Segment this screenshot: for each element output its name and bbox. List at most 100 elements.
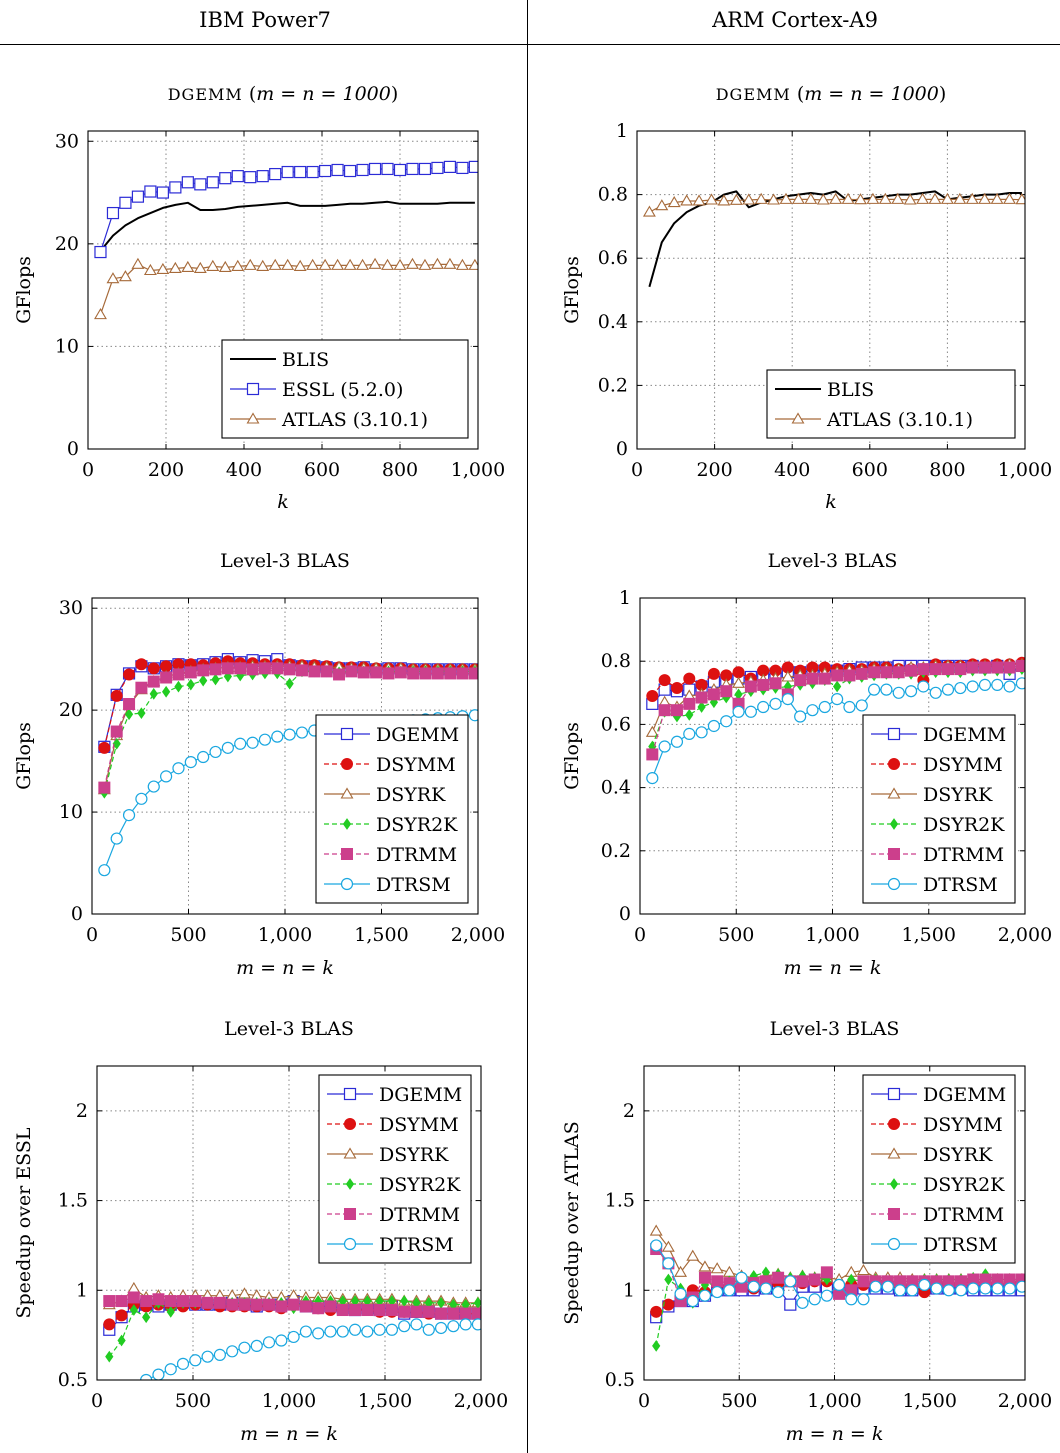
y-tick-label: 0.2 [598,374,628,396]
legend-swatch-marker [344,1118,356,1130]
data-point [422,1323,435,1336]
chart-panel-5: 0 500 1,000 1,500 2,000 0.5 1 1.5 2 DGEMM DSYMM DSY… [13,1018,508,1445]
x-tick-label: 500 [175,1390,211,1412]
data-point [201,1296,214,1309]
data-point [112,737,121,750]
data-point [916,192,930,204]
data-point [368,257,382,269]
legend-swatch-marker [340,787,354,799]
series-dtrsm [650,1239,1025,1309]
data-point [686,1294,699,1308]
data-point [122,809,136,822]
data-point [917,663,930,676]
data-point [319,164,332,178]
data-point [991,1282,1004,1295]
data-point [991,678,1004,692]
data-point [238,1298,251,1311]
data-point [238,1287,251,1299]
data-point [406,257,419,269]
data-point [115,1309,128,1322]
data-point [124,708,134,721]
data-point [127,1291,140,1304]
data-point [115,1295,128,1308]
data-point [258,662,271,675]
data-point [443,257,457,269]
legend-label: BLIS [282,349,329,371]
data-point [199,674,208,687]
data-point [250,1298,263,1311]
data-point [410,1318,423,1331]
data-point [796,1275,809,1288]
plot-area [94,160,478,320]
x-tick-label: 2,000 [998,924,1052,946]
data-point [698,1260,712,1272]
data-point [707,719,721,733]
data-point [244,171,257,184]
data-point [176,1357,190,1370]
data-point [1003,680,1016,693]
y-tick-label: 1.5 [58,1190,88,1212]
x-tick-label: 1,500 [903,1390,957,1412]
data-point [418,258,432,270]
data-point [147,780,160,793]
data-point [258,733,272,746]
series-atlas-3-10-1 [642,192,1025,217]
data-point [661,1240,675,1252]
data-point [234,737,247,750]
data-point [855,699,868,712]
y-tick-label: 30 [55,130,79,152]
data-point [904,685,918,698]
data-point [152,1368,165,1380]
y-tick-label: 2 [76,1100,88,1122]
data-point [226,1345,239,1358]
data-point [447,1307,460,1320]
data-point [794,710,807,723]
data-point [287,1298,300,1311]
series-dtrmm [98,662,478,794]
legend-label: DSYMM [923,1114,1003,1136]
data-point [808,1273,821,1286]
data-point [422,1305,435,1318]
legend-label: DSYMM [376,754,456,776]
data-point [209,745,222,759]
legend-label: DSYR2K [923,814,1005,836]
data-point [759,1282,773,1295]
legend-label: DSYRK [923,784,993,806]
data-point [164,1295,177,1308]
legend: DGEMM DSYMM DSYRK DSYR2K DTRMM DTRSM [318,1074,472,1264]
y-tick-label: 0.5 [605,1369,635,1391]
chart-title: Level-3 BLAS [224,1018,354,1040]
data-point [940,192,954,204]
data-point [664,1273,673,1286]
chart-panel-4: 0 500 1,000 1,500 2,000 0 0.2 0.4 0.6 0.8 1 DGEMM DS… [561,550,1052,979]
data-point [373,1323,386,1336]
data-point [667,195,681,208]
data-point [184,666,197,679]
data-point [979,1282,992,1295]
data-point [156,186,169,199]
data-point [357,666,370,679]
legend-label: DGEMM [923,1084,1006,1106]
data-point [143,263,157,276]
data-point [361,1304,374,1317]
data-point [398,1320,411,1333]
data-point [892,666,905,679]
data-point [373,1304,386,1317]
data-point [105,1350,114,1363]
data-point [98,741,111,754]
x-tick-label: 400 [226,459,262,481]
series-line [648,190,1022,288]
data-point [381,258,394,270]
data-point [149,687,158,700]
data-point [250,1339,263,1353]
legend-label: DTRMM [379,1204,460,1226]
data-point [928,192,942,204]
data-point [197,750,210,764]
y-axis-label: Speedup over ESSL [13,1127,35,1318]
data-point [784,1275,797,1288]
chart-panel-6: 0 500 1,000 1,500 2,000 0.5 1 1.5 2 DGEMM DSYMM DSY… [561,1018,1052,1445]
x-tick-label: 800 [382,459,418,481]
legend-swatch-marker [341,758,353,770]
data-point [1003,661,1016,674]
data-point [117,1334,126,1347]
